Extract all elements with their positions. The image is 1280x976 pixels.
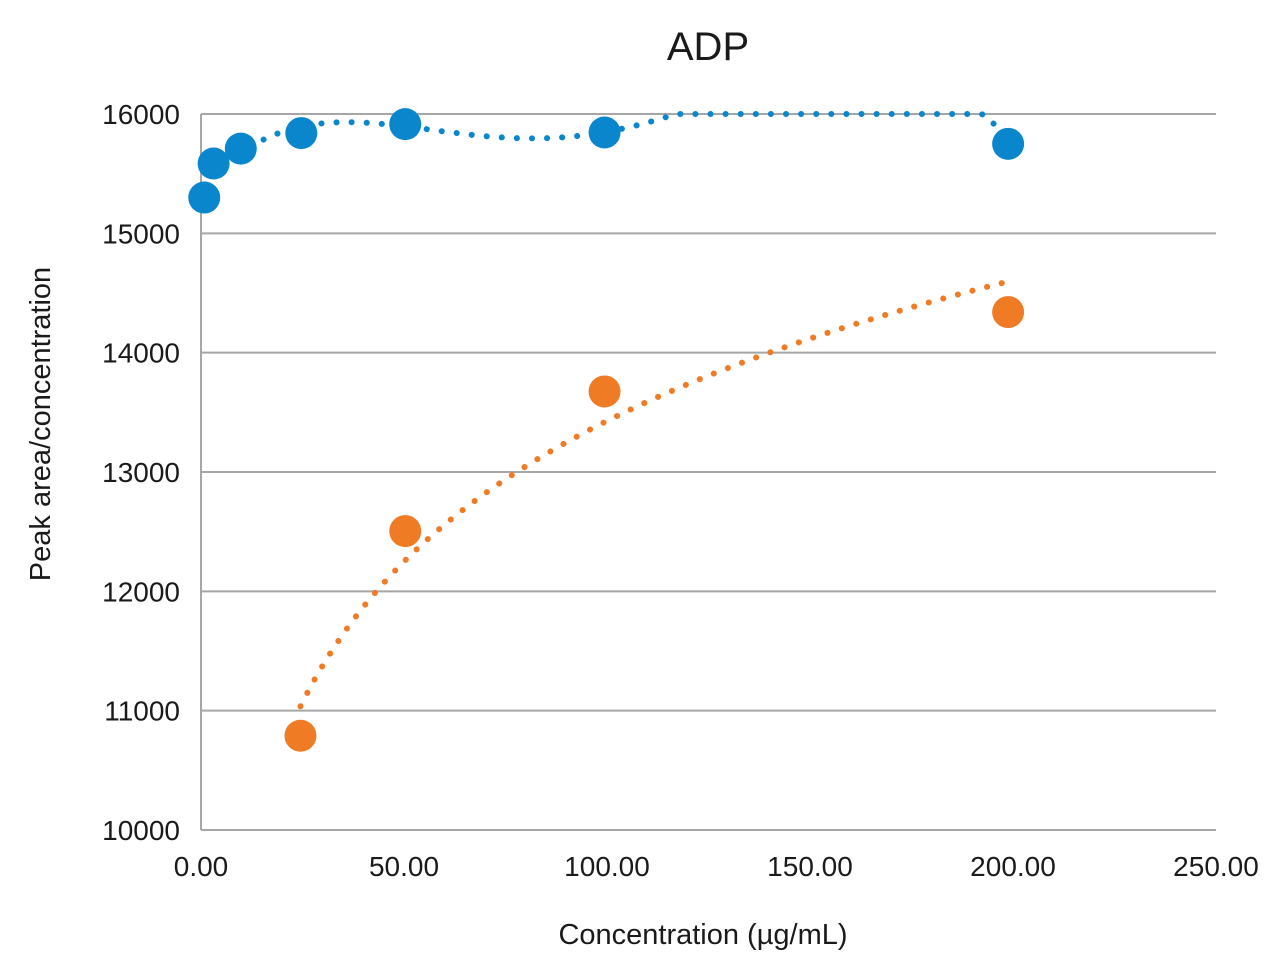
- data-point-series-1: [285, 117, 318, 150]
- data-point-series-1: [992, 127, 1025, 160]
- trendline-series-2: [297, 278, 1012, 710]
- data-point-series-1: [224, 132, 257, 165]
- y-tick-label: 11000: [104, 696, 180, 727]
- data-point-series-1: [188, 181, 221, 214]
- x-tick-label: 200.00: [970, 851, 1056, 882]
- grid-layer: [200, 113, 1216, 831]
- data-point-series-2: [389, 515, 422, 548]
- data-point-series-1: [197, 147, 230, 180]
- x-tick-label: 250.00: [1173, 851, 1259, 882]
- y-tick-label: 10000: [102, 815, 180, 846]
- data-point-series-1: [588, 116, 621, 149]
- tick-label-layer: 10000 11000 12000 13000 14000 15000 16000 0.00 5…: [102, 99, 1259, 882]
- y-tick-label: 13000: [102, 457, 180, 488]
- x-axis-title: Concentration (µg/mL): [558, 919, 847, 951]
- data-point-series-1: [389, 108, 422, 141]
- x-tick-label: 100.00: [564, 851, 650, 882]
- trendline-layer: [201, 111, 1012, 710]
- y-tick-label: 16000: [102, 99, 180, 130]
- data-point-series-2: [992, 296, 1025, 329]
- y-tick-label: 15000: [102, 218, 180, 249]
- data-point-series-2: [284, 719, 317, 752]
- y-tick-label: 14000: [102, 338, 180, 369]
- y-tick-label: 12000: [102, 576, 180, 607]
- point-layer: [188, 108, 1025, 752]
- chart-title: ADP: [667, 25, 749, 69]
- y-axis-title: Peak area/concentration: [25, 267, 57, 581]
- x-tick-label: 150.00: [767, 851, 853, 882]
- data-point-series-2: [588, 375, 621, 408]
- x-tick-label: 0.00: [174, 851, 229, 882]
- x-tick-label: 50.00: [369, 851, 439, 882]
